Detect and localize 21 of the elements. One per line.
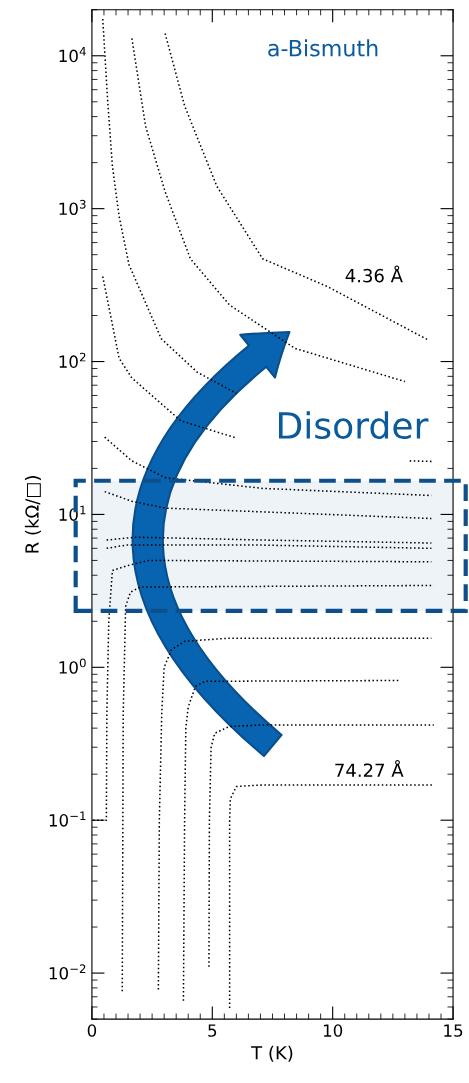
line-series xyxy=(208,724,435,968)
x-axis-title: T (K) xyxy=(251,1045,293,1062)
line-series xyxy=(131,37,406,383)
y-tick-label: 10$^{2}$ xyxy=(59,352,86,368)
x-tick-label: 0 xyxy=(87,1024,97,1037)
y-tick-label: 10$^{−2}$ xyxy=(49,964,86,980)
x-tick-label: 5 xyxy=(208,1024,217,1037)
x-tick-label: 15 xyxy=(444,1024,463,1037)
annotation: Disorder xyxy=(279,411,429,440)
annotation: a-Bismuth xyxy=(268,39,378,57)
line-series xyxy=(228,784,435,1009)
annotation: 74.27 Å xyxy=(335,760,404,777)
annotation: 4.36 Å xyxy=(345,265,403,283)
y-tick-label: 10$^{3}$ xyxy=(59,199,86,216)
line-series xyxy=(164,32,430,341)
y-tick-label: 10$^{4}$ xyxy=(59,47,86,63)
y-axis-title: R (kΩ/□) xyxy=(24,476,41,553)
y-tick-label: 10$^{0}$ xyxy=(59,658,86,674)
x-tick-label: 10 xyxy=(323,1024,343,1037)
y-tick-label: 10$^{−1}$ xyxy=(49,811,86,827)
line-series xyxy=(103,490,433,520)
